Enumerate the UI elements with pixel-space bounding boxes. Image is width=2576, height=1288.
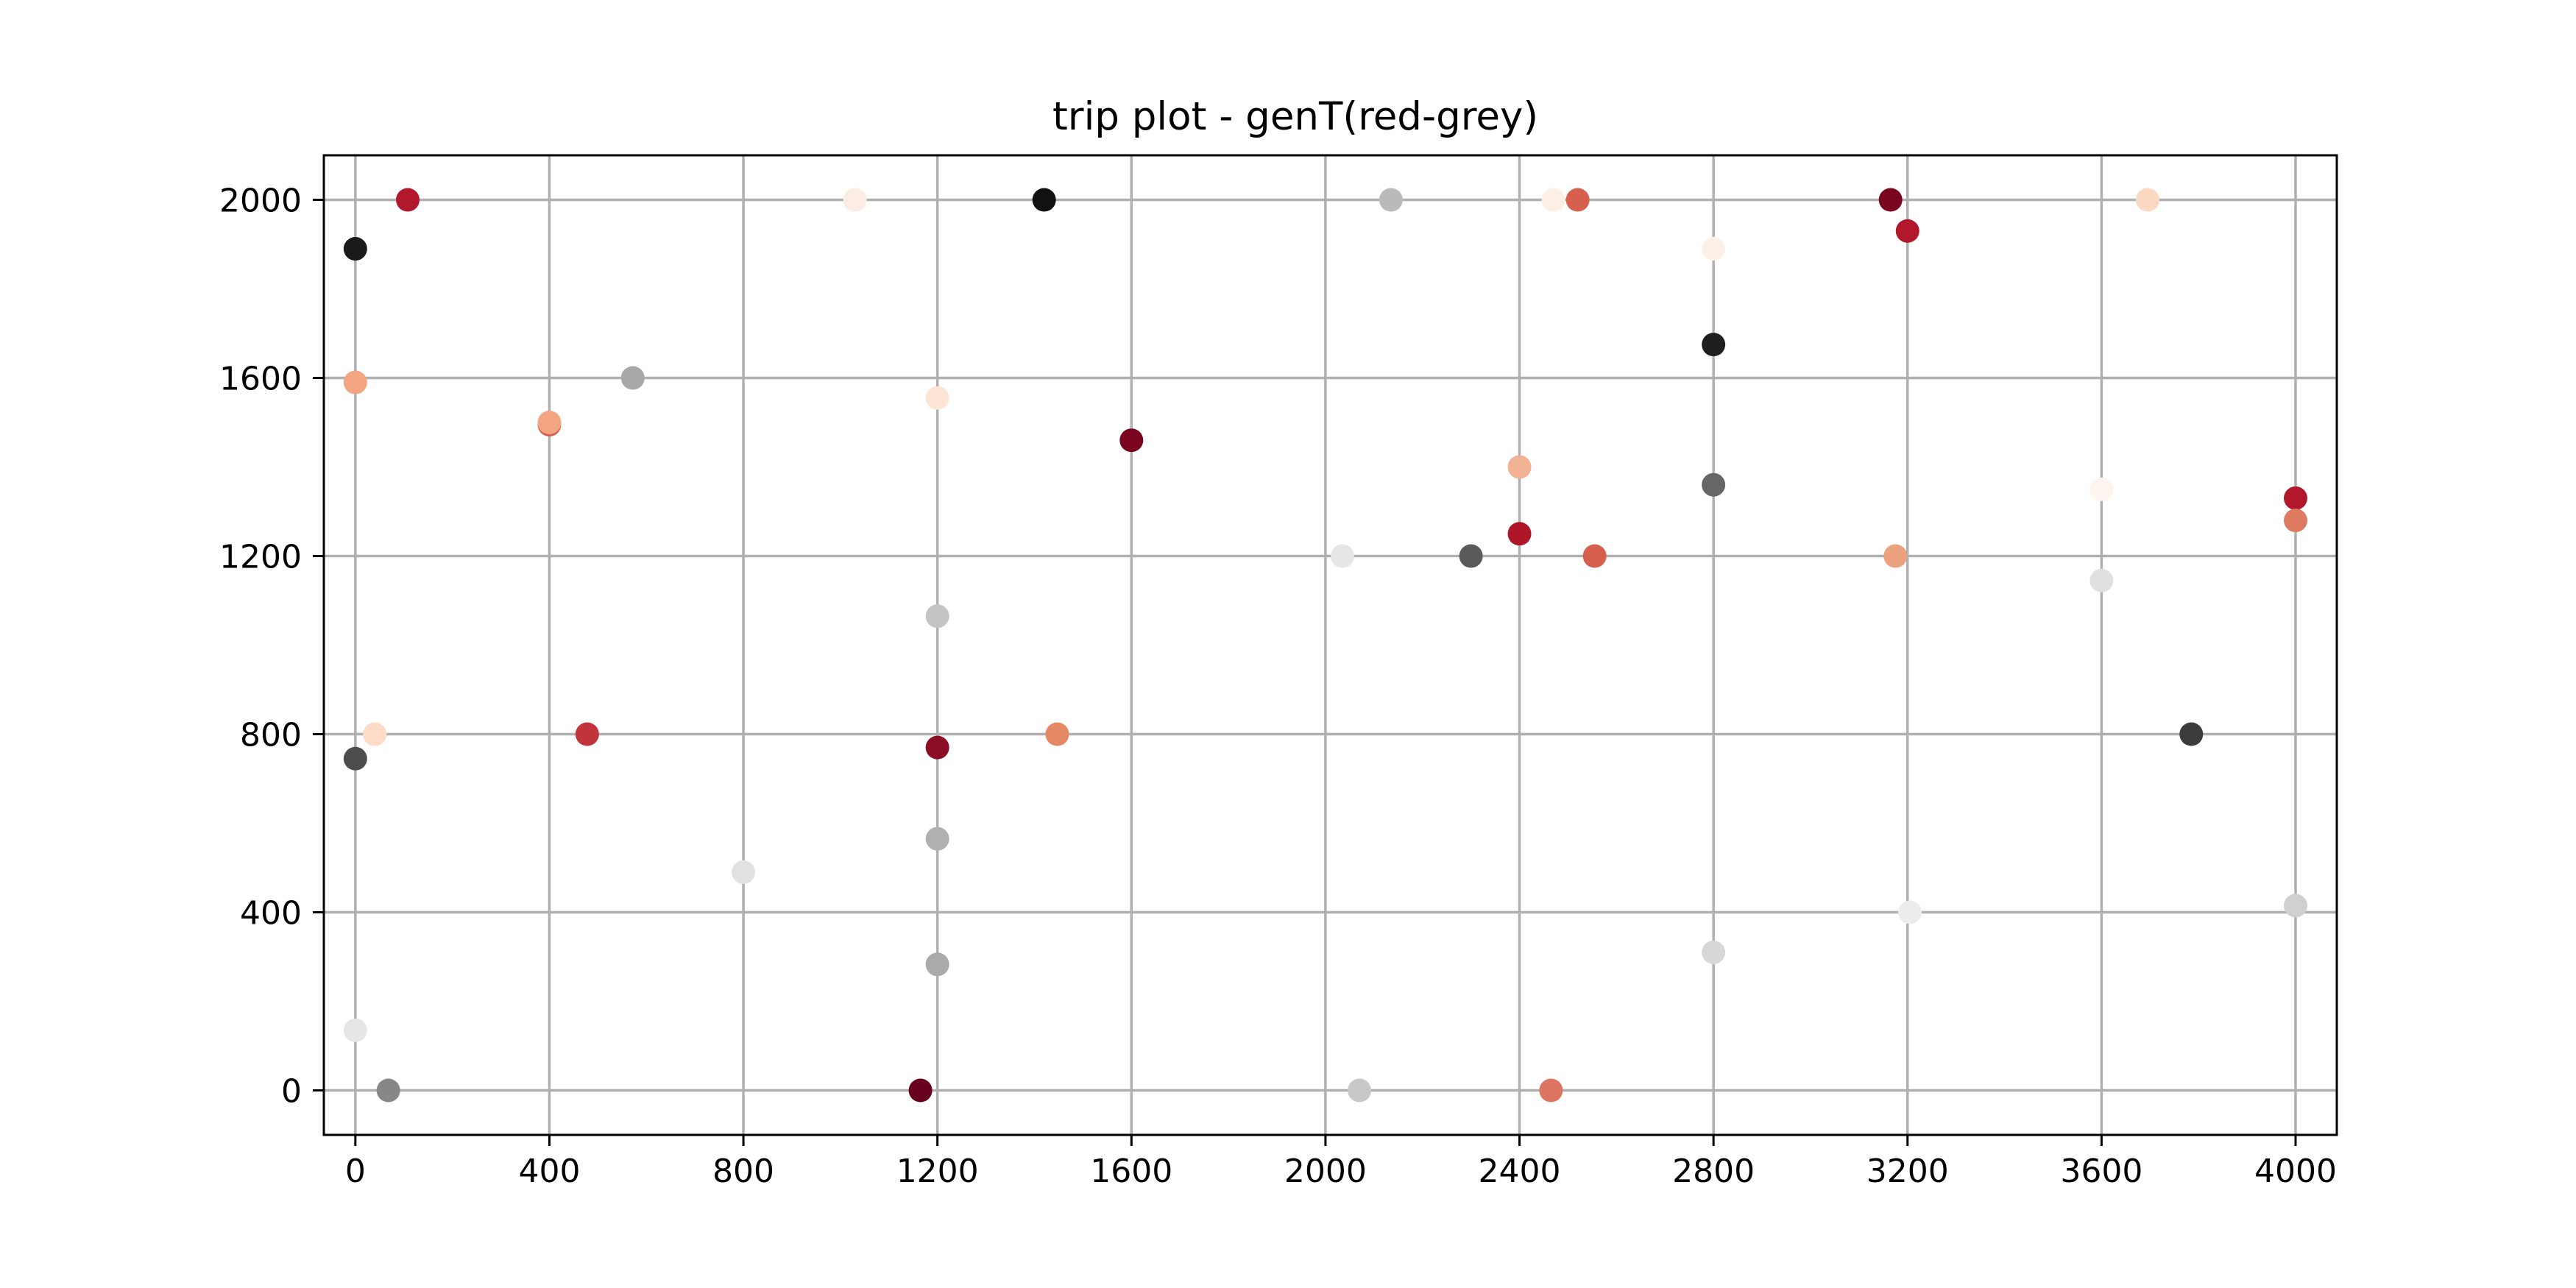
axes [313, 154, 2338, 1146]
data-point [1895, 219, 1919, 243]
y-tick-label: 2000 [219, 183, 302, 220]
data-point [925, 386, 949, 410]
data-point [2179, 722, 2204, 746]
grid-lines [324, 155, 2337, 1135]
x-tick-label: 2800 [1672, 1153, 1755, 1190]
data-point [843, 188, 867, 212]
data-point [908, 1078, 933, 1103]
data-point [1541, 188, 1565, 212]
data-point [732, 860, 756, 885]
data-point [2090, 568, 2114, 592]
data-point [1878, 188, 1903, 212]
data-point [396, 188, 420, 212]
data-point [2283, 486, 2307, 510]
x-tick-label: 4000 [2254, 1153, 2337, 1190]
data-point [363, 722, 387, 746]
x-tick-label: 3600 [2060, 1153, 2142, 1190]
y-tick-label: 1200 [219, 539, 302, 576]
y-tick-label: 400 [240, 895, 302, 933]
data-point [1883, 544, 1908, 568]
data-point [343, 370, 367, 394]
y-tick-label: 1600 [219, 361, 302, 398]
data-point [343, 1018, 367, 1042]
x-tick-label: 800 [712, 1153, 774, 1190]
x-tick-label: 1600 [1090, 1153, 1172, 1190]
data-point [2090, 477, 2114, 501]
data-point [1565, 188, 1590, 212]
x-tick-label: 2000 [1284, 1153, 1367, 1190]
x-tick-label: 0 [345, 1153, 366, 1190]
data-point [1702, 237, 1726, 261]
data-point [343, 746, 367, 771]
x-tick-label: 3200 [1866, 1153, 1949, 1190]
data-point [1045, 722, 1069, 746]
data-point [1702, 473, 1726, 497]
chart-title: trip plot - genT(red-grey) [1052, 94, 1538, 139]
tick-labels: 0 400 800 1200 1600 2000 2400 2800 3200 3600 4000 0… [219, 183, 2337, 1191]
data-point [925, 604, 949, 629]
x-tick-label: 400 [518, 1153, 580, 1190]
data-point [620, 366, 645, 390]
data-point [2283, 509, 2307, 533]
data-point [2135, 188, 2159, 212]
data-point [925, 827, 949, 851]
y-tick-label: 800 [240, 717, 302, 754]
data-point [1702, 333, 1726, 357]
x-tick-label: 2400 [1479, 1153, 1561, 1190]
data-point [1119, 428, 1144, 453]
data-point [1702, 940, 1726, 964]
data-point [1348, 1078, 1372, 1103]
data-point [1507, 455, 1532, 479]
data-point [343, 237, 367, 261]
x-tick-label: 1200 [896, 1153, 979, 1190]
data-point [575, 722, 599, 746]
data-point [1539, 1078, 1563, 1103]
data-points [343, 188, 2307, 1103]
data-point [1379, 188, 1403, 212]
data-point [2283, 894, 2307, 918]
data-point [925, 735, 949, 760]
data-point [1330, 544, 1354, 568]
data-point [1898, 900, 1922, 924]
data-point [537, 411, 562, 434]
data-point [1582, 544, 1607, 568]
data-point [1032, 188, 1056, 212]
y-tick-label: 0 [281, 1073, 302, 1111]
data-point [376, 1078, 400, 1103]
plot-frame [322, 154, 2338, 1136]
data-point [1507, 522, 1532, 546]
data-point [1459, 544, 1483, 568]
data-point [925, 952, 949, 977]
